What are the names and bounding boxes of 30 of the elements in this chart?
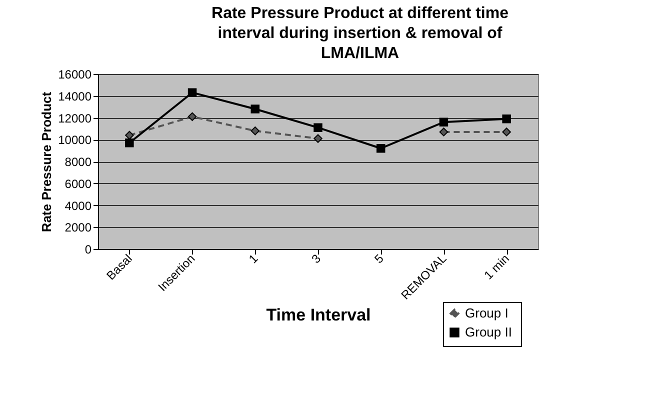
y-tick-label: 16000 xyxy=(58,68,92,82)
point xyxy=(250,126,260,136)
y-tick-label: 12000 xyxy=(58,111,92,126)
y-tick-label: 6000 xyxy=(64,176,92,191)
y-tick-label: 2000 xyxy=(64,220,92,235)
legend-label: Group II xyxy=(465,324,512,340)
point xyxy=(250,104,260,114)
y-tick-label: 0 xyxy=(84,242,92,256)
chart-title: Rate Pressure Product at different time interval during insertion & removal of LMA/ILMA xyxy=(210,4,510,64)
y-axis-title: Rate Pressure Product xyxy=(39,91,54,232)
point xyxy=(502,128,511,136)
point xyxy=(314,134,322,143)
x-tick-label: 1 xyxy=(246,251,261,266)
x-axis-title: Time Interval xyxy=(266,306,371,325)
point xyxy=(439,118,448,126)
y-tick-label: 4000 xyxy=(64,198,92,213)
point xyxy=(376,144,386,153)
point xyxy=(188,88,197,97)
legend-label: Group I xyxy=(465,306,508,320)
point xyxy=(125,138,134,148)
x-tick-label: 1 min xyxy=(481,252,512,282)
point xyxy=(439,128,448,136)
point xyxy=(188,112,197,122)
y-tick-label: 8000 xyxy=(64,155,92,169)
point xyxy=(314,123,322,132)
y-tick-label: 10000 xyxy=(58,133,92,148)
x-tick-label: 3 xyxy=(308,251,324,266)
x-tick-label: 5 xyxy=(372,251,387,266)
point xyxy=(502,114,511,124)
y-tick-label: 14000 xyxy=(58,89,92,104)
